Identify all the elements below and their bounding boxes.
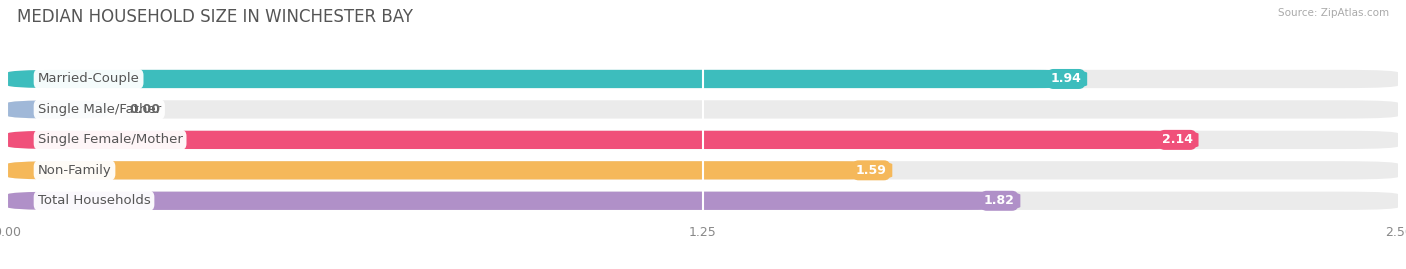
Text: Non-Family: Non-Family <box>38 164 111 177</box>
Text: 1.94: 1.94 <box>1050 72 1081 86</box>
FancyBboxPatch shape <box>7 192 1399 210</box>
Text: 2.14: 2.14 <box>1161 133 1192 146</box>
FancyBboxPatch shape <box>7 100 1399 119</box>
Text: Single Female/Mother: Single Female/Mother <box>38 133 183 146</box>
Text: Source: ZipAtlas.com: Source: ZipAtlas.com <box>1278 8 1389 18</box>
FancyBboxPatch shape <box>7 100 107 119</box>
Text: 1.59: 1.59 <box>856 164 887 177</box>
Text: MEDIAN HOUSEHOLD SIZE IN WINCHESTER BAY: MEDIAN HOUSEHOLD SIZE IN WINCHESTER BAY <box>17 8 413 26</box>
FancyBboxPatch shape <box>7 131 1198 149</box>
Text: Total Households: Total Households <box>38 194 150 207</box>
FancyBboxPatch shape <box>7 131 1399 149</box>
Text: Married-Couple: Married-Couple <box>38 72 139 86</box>
Text: Single Male/Father: Single Male/Father <box>38 103 160 116</box>
FancyBboxPatch shape <box>7 70 1087 88</box>
FancyBboxPatch shape <box>7 161 1399 179</box>
FancyBboxPatch shape <box>7 161 893 179</box>
FancyBboxPatch shape <box>7 70 1399 88</box>
Text: 0.00: 0.00 <box>129 103 160 116</box>
Text: 1.82: 1.82 <box>984 194 1015 207</box>
FancyBboxPatch shape <box>7 192 1021 210</box>
